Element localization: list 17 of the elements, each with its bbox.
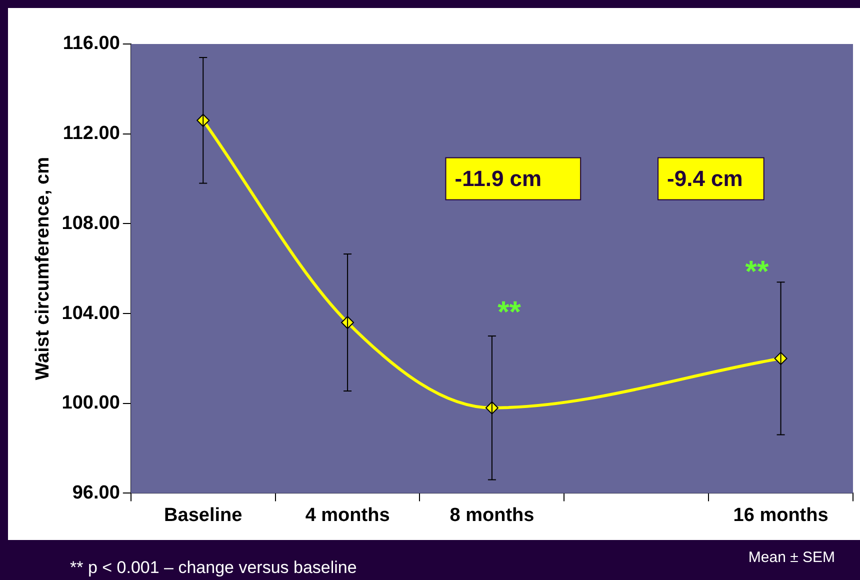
- y-tick-label: 96.00: [72, 482, 120, 504]
- y-tick-label: 104.00: [62, 302, 120, 324]
- y-tick-label: 112.00: [62, 123, 120, 144]
- annotation: -9.4 cm: [667, 166, 743, 191]
- x-tick-label: 16 months: [733, 504, 828, 526]
- y-tick-label: 100.00: [62, 392, 120, 414]
- y-tick-label: 116.00: [62, 33, 120, 54]
- annotation: **: [745, 255, 769, 288]
- x-tick-label: 4 months: [305, 504, 390, 526]
- text: Mean ± SEM: [748, 549, 835, 566]
- annotation: -11.9 cm: [454, 166, 542, 191]
- annotation: **: [498, 296, 522, 329]
- y-tick-label: 108.00: [62, 212, 120, 234]
- text: ** p < 0.001 – change versus baseline: [70, 558, 357, 578]
- x-tick-label: Baseline: [164, 504, 242, 526]
- x-tick-label: 8 months: [450, 504, 534, 526]
- y-axis-title: Waist circumference, cm: [32, 157, 54, 380]
